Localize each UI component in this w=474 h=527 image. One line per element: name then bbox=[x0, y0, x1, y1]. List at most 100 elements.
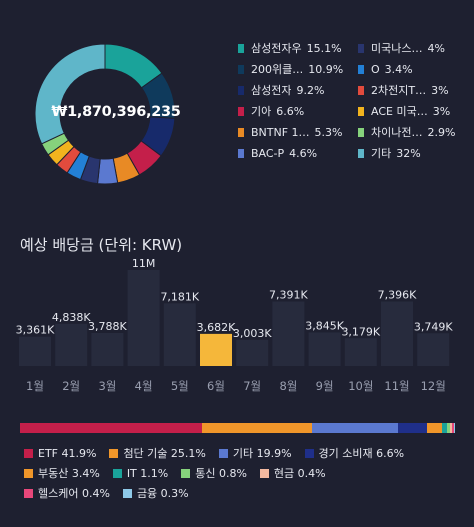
legend-swatch bbox=[304, 448, 314, 458]
dividend-bar-8[interactable] bbox=[272, 301, 305, 366]
holding-legend-item[interactable]: BNTNF 1… 5.3% bbox=[238, 124, 343, 140]
dividend-bar-2[interactable] bbox=[55, 323, 88, 366]
sector-legend-row: 헬스케어 0.4% 금융 0.3% bbox=[24, 483, 464, 503]
holding-percent: 15.1% bbox=[306, 41, 342, 55]
holding-name: 200위클… bbox=[251, 63, 304, 76]
month-tick-label: 7월 bbox=[243, 379, 261, 393]
dividend-bar-7[interactable] bbox=[236, 339, 269, 366]
dividend-bar-1[interactable] bbox=[19, 336, 51, 366]
sector-legend-item[interactable]: ETF 41.9% bbox=[24, 447, 96, 460]
sector-segment-6 bbox=[446, 423, 451, 433]
holding-percent: 10.9% bbox=[308, 62, 344, 76]
month-tick-label: 11월 bbox=[384, 379, 409, 393]
holding-percent: 3% bbox=[431, 83, 449, 97]
month-tick-label: 12월 bbox=[421, 379, 446, 393]
holding-legend-item[interactable]: 기아 6.6% bbox=[238, 103, 304, 119]
sector-segment-5 bbox=[441, 423, 447, 433]
sector-legend-row: 부동산 3.4% IT 1.1% 통신 0.8% 현금 0.4% bbox=[24, 463, 464, 483]
sector-legend-item[interactable]: IT 1.1% bbox=[112, 466, 169, 480]
bar-value-label: 3,682K bbox=[197, 321, 236, 334]
sector-stacked-bar bbox=[20, 423, 455, 433]
bar-value-label: 3,179K bbox=[341, 325, 380, 338]
sector-legend-item[interactable]: 현금 0.4% bbox=[259, 465, 326, 481]
holding-name: O bbox=[371, 62, 380, 76]
legend-swatch bbox=[358, 43, 364, 53]
bar-value-label: 3,749K bbox=[414, 320, 453, 333]
legend-swatch bbox=[24, 448, 33, 458]
legend-swatch bbox=[109, 448, 119, 458]
bar-value-label: 7,181K bbox=[160, 290, 199, 303]
legend-swatch bbox=[122, 488, 132, 498]
sector-legend-item[interactable]: 통신 0.8% bbox=[181, 465, 247, 481]
holding-legend-item[interactable]: 미국나스… 4% bbox=[358, 40, 445, 56]
sector-legend-item[interactable]: 경기 소비재 6.6% bbox=[304, 445, 404, 461]
dividend-bar-4[interactable] bbox=[127, 270, 160, 366]
dividend-bar-11[interactable] bbox=[381, 301, 413, 366]
sector-segment-7 bbox=[450, 423, 452, 433]
month-tick-label: 8월 bbox=[279, 379, 297, 393]
month-tick-label: 9월 bbox=[316, 379, 334, 393]
holding-name: 2차전지T… bbox=[371, 84, 427, 97]
sector-segment-3 bbox=[398, 423, 428, 433]
bar-value-label: 7,396K bbox=[378, 288, 417, 301]
dividend-bar-3[interactable] bbox=[91, 332, 124, 366]
sector-segment-1 bbox=[202, 423, 312, 433]
donut-slice-11 bbox=[34, 43, 106, 145]
sector-legend-item[interactable]: 부동산 3.4% bbox=[24, 465, 100, 481]
dividend-bar-10[interactable] bbox=[344, 338, 377, 366]
sector-legend-item[interactable]: 금융 0.3% bbox=[122, 485, 189, 501]
holding-name: 미국나스… bbox=[371, 42, 423, 55]
sector-legend-label: 금융 0.3% bbox=[136, 487, 189, 500]
holding-legend-item[interactable]: 2차전지T… 3% bbox=[358, 82, 449, 98]
sector-legend-label: IT 1.1% bbox=[126, 466, 169, 480]
legend-swatch bbox=[238, 106, 244, 116]
month-tick-label: 2월 bbox=[62, 379, 80, 393]
sector-legend-label: 기타 19.9% bbox=[232, 447, 292, 460]
holding-legend-item[interactable]: 삼성전자우 15.1% bbox=[238, 40, 342, 56]
holding-name: ACE 미국… bbox=[371, 105, 428, 118]
dividend-bar-9[interactable] bbox=[308, 332, 341, 366]
holding-legend-item[interactable]: BAC-P 4.6% bbox=[238, 145, 317, 161]
holdings-donut-chart: ₩1,870,396,235 bbox=[0, 0, 232, 228]
month-tick-label: 3월 bbox=[98, 379, 116, 393]
holding-percent: 3.4% bbox=[384, 62, 413, 76]
dividend-bar-12[interactable] bbox=[417, 333, 450, 366]
sector-legend-label: 부동산 3.4% bbox=[38, 467, 100, 480]
holding-legend-item[interactable]: ACE 미국… 3% bbox=[358, 103, 450, 119]
sector-legend-label: ETF 41.9% bbox=[38, 446, 97, 460]
sector-legend-item[interactable]: 첨단 기술 25.1% bbox=[109, 445, 206, 461]
sector-legend-label: 현금 0.4% bbox=[273, 467, 326, 480]
legend-swatch bbox=[238, 64, 244, 74]
holding-legend-item[interactable]: 200위클… 10.9% bbox=[238, 61, 343, 77]
sector-segment-4 bbox=[427, 423, 442, 433]
holding-legend-item[interactable]: O 3.4% bbox=[358, 61, 413, 77]
holding-percent: 32% bbox=[396, 146, 421, 160]
dividend-bar-6[interactable] bbox=[200, 333, 232, 366]
holding-legend-item[interactable]: 삼성전자 9.2% bbox=[238, 82, 324, 98]
legend-swatch bbox=[238, 85, 244, 95]
holding-legend-item[interactable]: 기타 32% bbox=[358, 145, 421, 161]
legend-swatch bbox=[358, 106, 364, 116]
sector-segment-8 bbox=[451, 423, 454, 433]
legend-swatch bbox=[259, 468, 269, 478]
dividend-bar-5[interactable] bbox=[163, 303, 196, 366]
sector-segment-2 bbox=[311, 423, 399, 433]
legend-swatch bbox=[238, 43, 244, 53]
bar-value-label: 3,788K bbox=[88, 320, 127, 333]
holding-name: 삼성전자우 bbox=[251, 42, 302, 55]
sector-legend-item[interactable]: 헬스케어 0.4% bbox=[24, 485, 110, 501]
dividend-chart-title: 예상 배당금 (단위: KRW) bbox=[20, 236, 183, 254]
month-tick-label: 1월 bbox=[26, 379, 44, 393]
monthly-dividend-bar-chart: 3,361K 1월 4,838K 2월 3,788K 3월 11M 4월 7,181K 5월 3,6… bbox=[16, 258, 454, 393]
month-tick-label: 5월 bbox=[171, 379, 189, 393]
holding-name: 차이나전… bbox=[371, 126, 423, 139]
legend-swatch bbox=[24, 488, 33, 498]
sector-legend-item[interactable]: 기타 19.9% bbox=[218, 445, 292, 461]
sector-legend-label: 통신 0.8% bbox=[195, 467, 247, 480]
holding-name: BAC-P bbox=[251, 146, 285, 160]
sector-legend: ETF 41.9% 첨단 기술 25.1% 기타 19.9% 경기 소비재 6.6% 부… bbox=[24, 443, 464, 503]
portfolio-total-value: ₩1,870,396,235 bbox=[51, 104, 181, 120]
holding-legend-item[interactable]: 차이나전… 2.9% bbox=[358, 124, 455, 140]
holding-name: BNTNF 1… bbox=[251, 125, 310, 139]
legend-swatch bbox=[238, 148, 244, 158]
